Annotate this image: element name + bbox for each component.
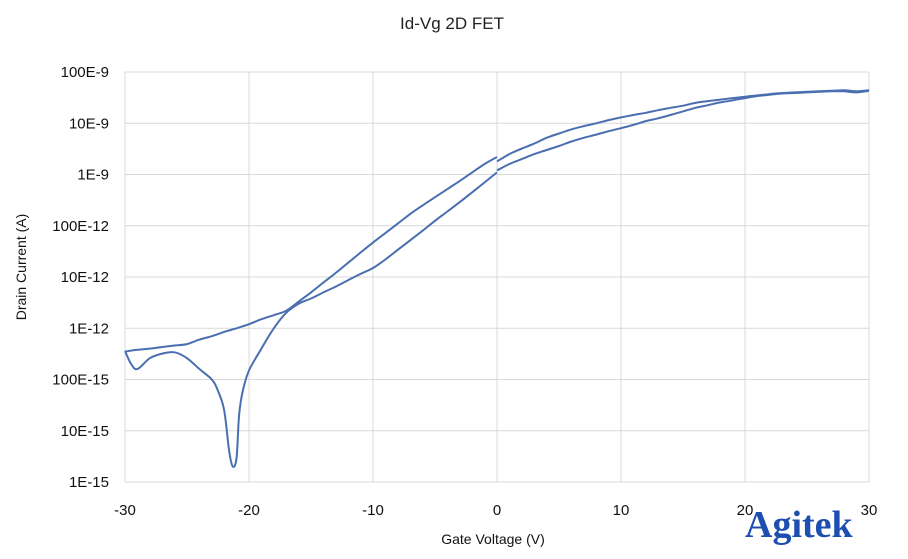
y-tick-label: 10E-9: [69, 115, 109, 132]
y-axis-label: Drain Current (A): [13, 214, 29, 321]
x-tick-label: -30: [114, 502, 136, 519]
series-line-4: [496, 89, 870, 172]
series-line-2: [124, 171, 498, 468]
gridlines: [124, 71, 870, 483]
x-tick-label: -10: [362, 502, 384, 519]
watermark-text: Agitek: [745, 504, 854, 546]
agitek-watermark: Agitek: [745, 504, 854, 546]
x-tick-label: 10: [613, 502, 630, 519]
y-tick-label: 1E-9: [77, 167, 109, 184]
y-tick-label: 1E-15: [69, 474, 109, 491]
y-tick-label: 100E-9: [61, 64, 109, 81]
x-tick-label: 30: [861, 502, 878, 519]
chart-title: Id-Vg 2D FET: [400, 14, 504, 33]
y-tick-label: 10E-12: [61, 269, 109, 286]
y-tick-label: 100E-12: [52, 218, 109, 235]
y-tick-label: 10E-15: [61, 423, 109, 440]
x-tick-label: 20: [737, 502, 754, 519]
series-line-1: [124, 156, 498, 353]
y-tick-label: 100E-15: [52, 372, 109, 389]
y-tick-labels: 1E-15 10E-15 100E-15 1E-12 10E-12 100E-12 1E-9…: [52, 64, 109, 491]
y-tick-label: 1E-12: [69, 320, 109, 337]
x-tick-label: -20: [238, 502, 260, 519]
x-tick-labels: -30 -20 -10 0 10 20 30: [114, 502, 877, 519]
x-axis-label: Gate Voltage (V): [441, 531, 545, 547]
x-tick-label: 0: [493, 502, 501, 519]
series-lines: [124, 89, 870, 468]
series-line-3: [496, 89, 870, 163]
